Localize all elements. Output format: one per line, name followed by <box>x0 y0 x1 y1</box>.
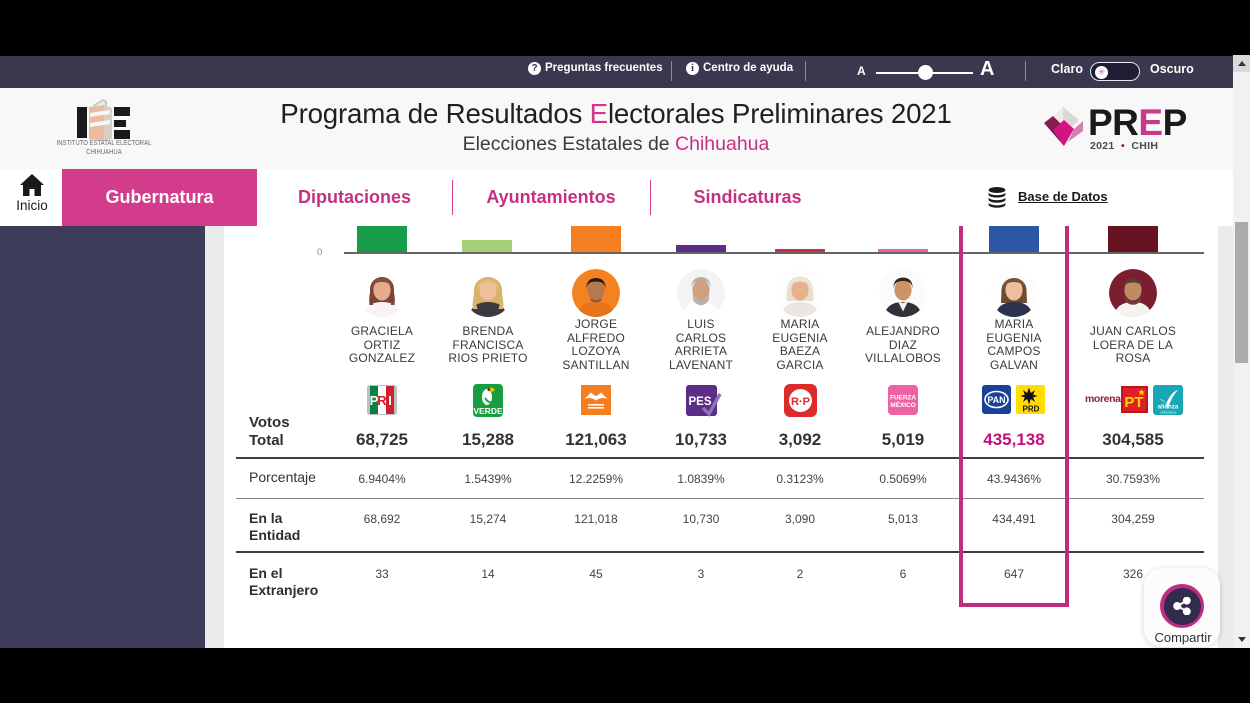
svg-text:I: I <box>388 393 392 408</box>
svg-text:FUERZA: FUERZA <box>890 395 916 402</box>
svg-text:PT: PT <box>1124 394 1143 411</box>
svg-text:P: P <box>370 393 379 408</box>
svg-text:PES: PES <box>688 396 711 408</box>
svg-text:R: R <box>377 393 387 408</box>
svg-text:chihuahua: chihuahua <box>1160 411 1176 415</box>
svg-text:PRD: PRD <box>1023 405 1040 414</box>
svg-text:MÉXICO: MÉXICO <box>890 400 915 409</box>
svg-text:VERDE: VERDE <box>473 406 503 416</box>
svg-text:PAN: PAN <box>987 395 1005 405</box>
svg-text:R·P: R·P <box>791 396 810 408</box>
svg-text:alianza: alianza <box>1158 404 1179 411</box>
